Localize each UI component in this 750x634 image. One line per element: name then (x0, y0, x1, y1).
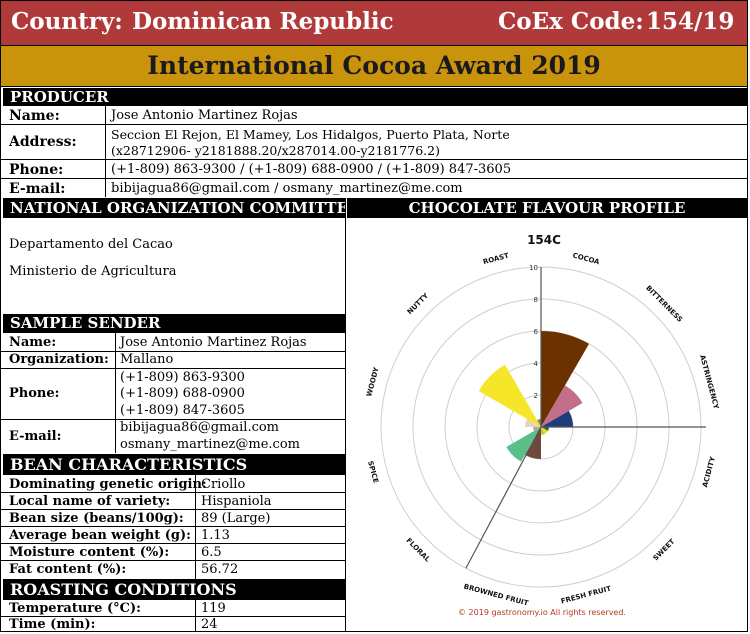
bean-label: Average bean weight (g): (9, 528, 191, 543)
producer-phone-label: Phone: (9, 162, 64, 178)
divider (105, 106, 106, 197)
divider (195, 475, 196, 579)
diagonal-axis (465, 426, 542, 569)
flavour-wedge-woody (525, 419, 541, 427)
bean-label: Local name of variety: (9, 494, 171, 509)
flavour-section-header: CHOCOLATE FLAVOUR PROFILE (347, 198, 747, 218)
column-divider (345, 198, 346, 632)
roasting-section-header: ROASTING CONDITIONS (3, 579, 345, 600)
producer-email-label: E-mail: (9, 181, 66, 197)
producer-name-label: Name: (9, 108, 60, 124)
sender-phone-1: (+1-809) 863-9300 (120, 370, 245, 385)
divider (1, 419, 345, 420)
category-label: NUTTY (406, 291, 431, 316)
copyright-text: © 2019 gastronomy.io All rights reserved… (458, 608, 626, 617)
header-bar: Country: Dominican Republic CoEx Code: 1… (1, 1, 747, 45)
bean-section-header: BEAN CHARACTERISTICS (3, 454, 345, 475)
bean-value: Hispaniola (201, 494, 272, 509)
sender-phone-2: (+1-809) 688-0900 (120, 386, 245, 401)
sender-email-label: E-mail: (9, 429, 62, 444)
r-tick-label: 8 (534, 296, 538, 304)
noc-line2: Ministerio de Agricultura (9, 264, 177, 279)
sender-phone-3: (+1-809) 847-3605 (120, 403, 245, 418)
flavour-wedge-astringency (541, 411, 573, 427)
award-title: International Cocoa Award 2019 (1, 45, 747, 87)
sender-name: Jose Antonio Martinez Rojas (120, 335, 307, 350)
category-label: COCOA (572, 252, 601, 267)
sender-section-header: SAMPLE SENDER (3, 314, 345, 333)
producer-name: Jose Antonio Martinez Rojas (111, 108, 298, 123)
producer-section-header: PRODUCER (3, 88, 747, 106)
flavour-wedge-acidity (541, 427, 549, 431)
divider (1, 616, 345, 617)
divider (1, 124, 747, 125)
divider (1, 509, 345, 510)
flavour-wedge-fresh-fruit (541, 427, 545, 435)
flavour-wedge-roast (537, 419, 541, 427)
divider (1, 526, 345, 527)
category-label: BITTERNESS (644, 284, 684, 324)
category-label: ASTRINGENCY (698, 354, 720, 411)
sender-email-2: osmany_martinez@me.com (120, 437, 300, 452)
sender-name-label: Name: (9, 335, 57, 350)
bean-value: 89 (Large) (201, 511, 271, 526)
divider (115, 333, 116, 453)
category-label: SPICE (366, 460, 380, 484)
divider (1, 543, 345, 544)
coex-code-label: CoEx Code: (498, 8, 644, 35)
roasting-value: 119 (201, 601, 226, 616)
divider (1, 368, 345, 369)
sender-org: Mallano (120, 352, 174, 367)
divider (1, 351, 345, 352)
flavour-wedge-bitterness (541, 385, 583, 427)
sender-phone-label: Phone: (9, 386, 60, 401)
chart-title: 154C (527, 233, 561, 247)
flavour-wedge-spice (533, 427, 541, 431)
r-tick-label: 10 (529, 264, 538, 272)
r-tick-label: 4 (534, 360, 539, 368)
producer-address-line2: (x28712906- y2181888.20/x287014.00-y2181… (111, 143, 440, 158)
producer-address-label: Address: (9, 134, 77, 150)
bean-value: 6.5 (201, 545, 222, 560)
category-label: WOODY (365, 366, 381, 398)
divider (1, 159, 747, 160)
flavour-wedge-sweet (541, 427, 548, 434)
bean-label: Dominating genetic origin: (9, 477, 207, 492)
flavour-wedge-cocoa (541, 331, 589, 427)
category-label: BROWNED FRUIT (463, 583, 530, 608)
roasting-label: Time (min): (9, 617, 96, 632)
country-label: Country: (11, 8, 123, 35)
producer-address-line1: Seccion El Rejon, El Mamey, Los Hidalgos… (111, 127, 510, 142)
flavour-wedge-nutty (478, 364, 541, 427)
bean-value: Criollo (201, 477, 246, 492)
bean-value: 1.13 (201, 528, 230, 543)
producer-email: bibijagua86@gmail.com / osmany_martinez@… (111, 181, 463, 196)
bean-value: 56.72 (201, 562, 239, 577)
category-label: ACIDITY (701, 455, 717, 488)
bean-label: Moisture content (%): (9, 545, 170, 560)
country-value: Dominican Republic (132, 8, 394, 35)
bean-label: Bean size (beans/100g): (9, 511, 184, 526)
bean-label: Fat content (%): (9, 562, 127, 577)
sender-org-label: Organization: (9, 352, 109, 367)
r-tick-label: 6 (534, 328, 539, 336)
roasting-value: 24 (201, 617, 218, 632)
noc-section-header: NATIONAL ORGANIZATION COMMITTEE (3, 198, 359, 218)
category-label: ROAST (482, 252, 510, 267)
divider (1, 560, 345, 561)
coex-code-value: 154/19 (646, 8, 735, 35)
roasting-label: Temperature (°C): (9, 601, 141, 616)
flavour-profile-chart: 2 4 6 8 10 COCOA BITTERNESS ASTRINGENCY ACIDITY… (365, 233, 720, 617)
category-label: FRESH FRUIT (560, 584, 612, 605)
noc-line1: Departamento del Cacao (9, 237, 173, 252)
divider (1, 492, 345, 493)
r-tick-label: 2 (534, 392, 538, 400)
sender-email-1: bibijagua86@gmail.com (120, 420, 280, 435)
producer-phone: (+1-809) 863-9300 / (+1-809) 688-0900 / … (111, 162, 512, 177)
divider (1, 178, 747, 179)
flavour-wedge-floral (506, 427, 541, 462)
category-label: SWEET (652, 537, 677, 562)
